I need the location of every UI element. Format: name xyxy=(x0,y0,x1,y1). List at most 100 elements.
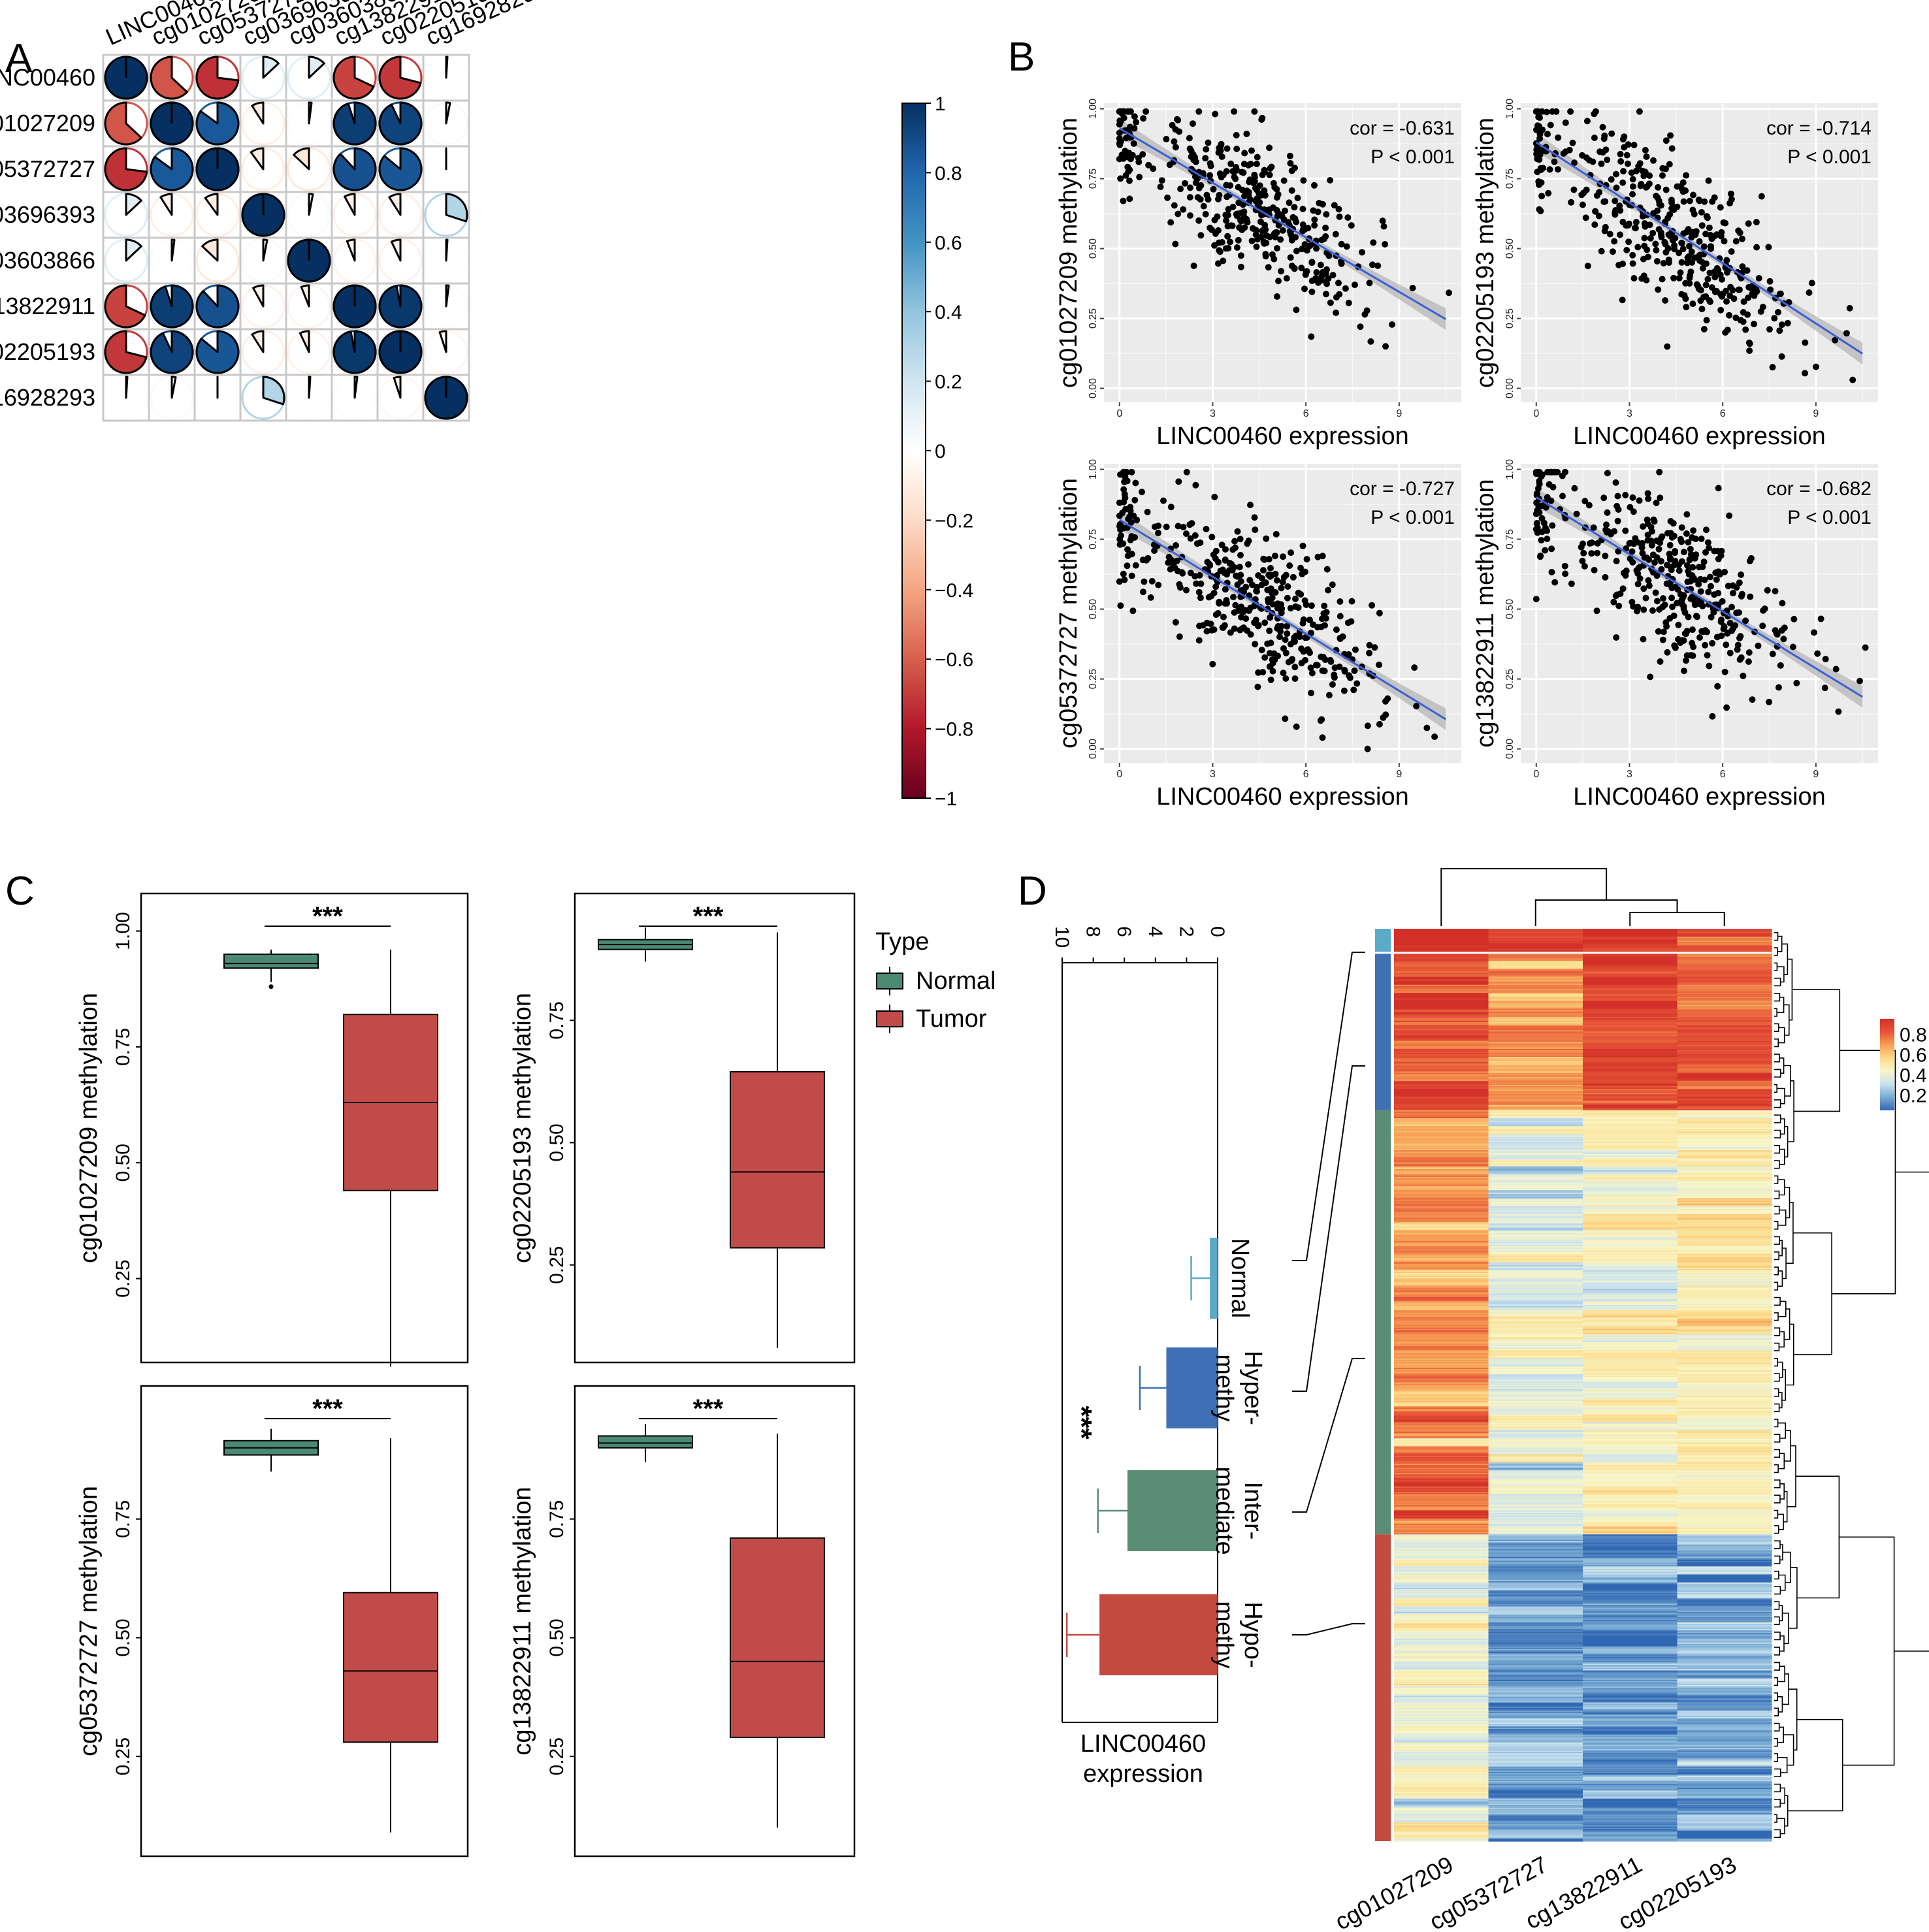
heatmap-cell xyxy=(1488,1421,1583,1423)
heatmap-cell xyxy=(1583,1716,1678,1718)
data-point xyxy=(1600,494,1608,502)
heatmap-cell xyxy=(1394,1076,1489,1079)
heatmap-cell xyxy=(1488,1289,1583,1291)
heatmap-cell xyxy=(1677,1283,1772,1285)
cell-pie xyxy=(262,56,280,79)
heatmap-cell xyxy=(1488,1481,1583,1483)
heatmap-cell xyxy=(1488,1647,1583,1650)
data-point xyxy=(1604,470,1611,477)
heatmap-cell xyxy=(1488,1114,1583,1116)
data-point xyxy=(1735,227,1742,234)
data-point xyxy=(1702,641,1709,649)
heatmap-cell xyxy=(1583,1543,1678,1546)
heatmap-cell xyxy=(1394,1147,1489,1150)
y-axis-title: cg02205193 methylation xyxy=(1472,118,1499,388)
heatmap-cell xyxy=(1488,1014,1583,1016)
heatmap-cell xyxy=(1394,1304,1489,1307)
data-point xyxy=(1579,201,1586,208)
heatmap-cell xyxy=(1394,1757,1489,1759)
heatmap-cell xyxy=(1488,1318,1583,1321)
data-point xyxy=(1197,580,1205,587)
heatmap-cell xyxy=(1488,1334,1583,1336)
heatmap-cell xyxy=(1583,1346,1678,1348)
heatmap-cell xyxy=(1488,1229,1583,1231)
heatmap-cell xyxy=(1488,1410,1583,1412)
heatmap-cell xyxy=(1677,1383,1772,1386)
heatmap-cell xyxy=(1488,976,1583,979)
heatmap-cell xyxy=(1394,1107,1489,1110)
heatmap-cell xyxy=(1677,1310,1772,1312)
heatmap-cell xyxy=(1583,1415,1678,1418)
heatmap-cell xyxy=(1488,1433,1583,1435)
correlogram-panel: LINC00460LINC00460cg01027209cg01027209cg… xyxy=(0,0,973,810)
data-point xyxy=(1241,150,1248,157)
heatmap-cell xyxy=(1583,1803,1678,1806)
heatmap-cell xyxy=(1488,1689,1583,1691)
heatmap-cell xyxy=(1677,1809,1772,1811)
data-point xyxy=(1269,594,1276,602)
heatmap-cell xyxy=(1583,962,1678,964)
heatmap-cell xyxy=(1583,1532,1678,1534)
heatmap-cell xyxy=(1583,1801,1678,1803)
data-point xyxy=(1186,212,1193,219)
heatmap-cell xyxy=(1394,1179,1489,1182)
data-point xyxy=(1222,557,1229,564)
heatmap-cell xyxy=(1488,1039,1583,1042)
heatmap-cell xyxy=(1583,942,1678,944)
heatmap-cell xyxy=(1677,1144,1772,1147)
heatmap-cell xyxy=(1583,1258,1678,1261)
heatmap-cell xyxy=(1488,1206,1583,1208)
heatmap-cell xyxy=(1677,1777,1772,1779)
cell-pie xyxy=(344,193,356,216)
heatmap-cell xyxy=(1394,1801,1489,1803)
heatmap-cell xyxy=(1488,1827,1583,1830)
data-point xyxy=(1704,539,1711,546)
heatmap-cell xyxy=(1583,1110,1678,1112)
heatmap-cell xyxy=(1677,1681,1772,1683)
heatmap-cell xyxy=(1677,1366,1772,1368)
data-point xyxy=(1634,581,1642,588)
heatmap-cell xyxy=(1488,1562,1583,1564)
row-dendrogram xyxy=(1774,1647,1780,1656)
heatmap-cell xyxy=(1677,1299,1772,1302)
heatmap-cell xyxy=(1394,1789,1489,1791)
heatmap-cell xyxy=(1583,1830,1678,1833)
data-point xyxy=(1644,246,1651,253)
heatmap-cell xyxy=(1677,1771,1772,1774)
heatmap-cell xyxy=(1583,1031,1678,1033)
heatmap-cell xyxy=(1394,1647,1489,1650)
heatmap-cell xyxy=(1488,1703,1583,1706)
heatmap-cell xyxy=(1583,1780,1678,1782)
data-point xyxy=(1143,108,1150,115)
heatmap-cell xyxy=(1394,1570,1489,1573)
heatmap-cell xyxy=(1488,1553,1583,1555)
heatmap-cell xyxy=(1677,1760,1772,1762)
heatmap-cell xyxy=(1583,1166,1678,1168)
heatmap-cell xyxy=(1677,1417,1772,1419)
heatmap-cell xyxy=(1488,1554,1583,1556)
data-point xyxy=(1128,468,1135,475)
heatmap-cell xyxy=(1583,1345,1678,1347)
data-point xyxy=(1745,658,1752,665)
heatmap-cell xyxy=(1583,1713,1678,1715)
heatmap-cell xyxy=(1394,1533,1489,1535)
heatmap-cell xyxy=(1583,1816,1678,1818)
heatmap-cell xyxy=(1677,1419,1772,1422)
data-point xyxy=(1862,644,1869,651)
heatmap-cell xyxy=(1583,1630,1678,1632)
heatmap-cell xyxy=(1488,1047,1583,1050)
heatmap-cell xyxy=(1394,1468,1489,1470)
heatmap-cell xyxy=(1394,1600,1489,1602)
heatmap-cell xyxy=(1394,1286,1489,1288)
heatmap-cell xyxy=(1394,1479,1489,1482)
heatmap-cell xyxy=(1677,1373,1772,1375)
heatmap-cell xyxy=(1677,1549,1772,1551)
data-point xyxy=(1120,197,1127,204)
heatmap-cell xyxy=(1488,1825,1583,1827)
heatmap-cell xyxy=(1394,1436,1489,1438)
heatmap-cell xyxy=(1677,1438,1772,1440)
data-point xyxy=(1231,538,1238,545)
heatmap-cell xyxy=(1583,1433,1678,1435)
heatmap-cell xyxy=(1394,1821,1489,1823)
data-point xyxy=(1536,481,1543,487)
